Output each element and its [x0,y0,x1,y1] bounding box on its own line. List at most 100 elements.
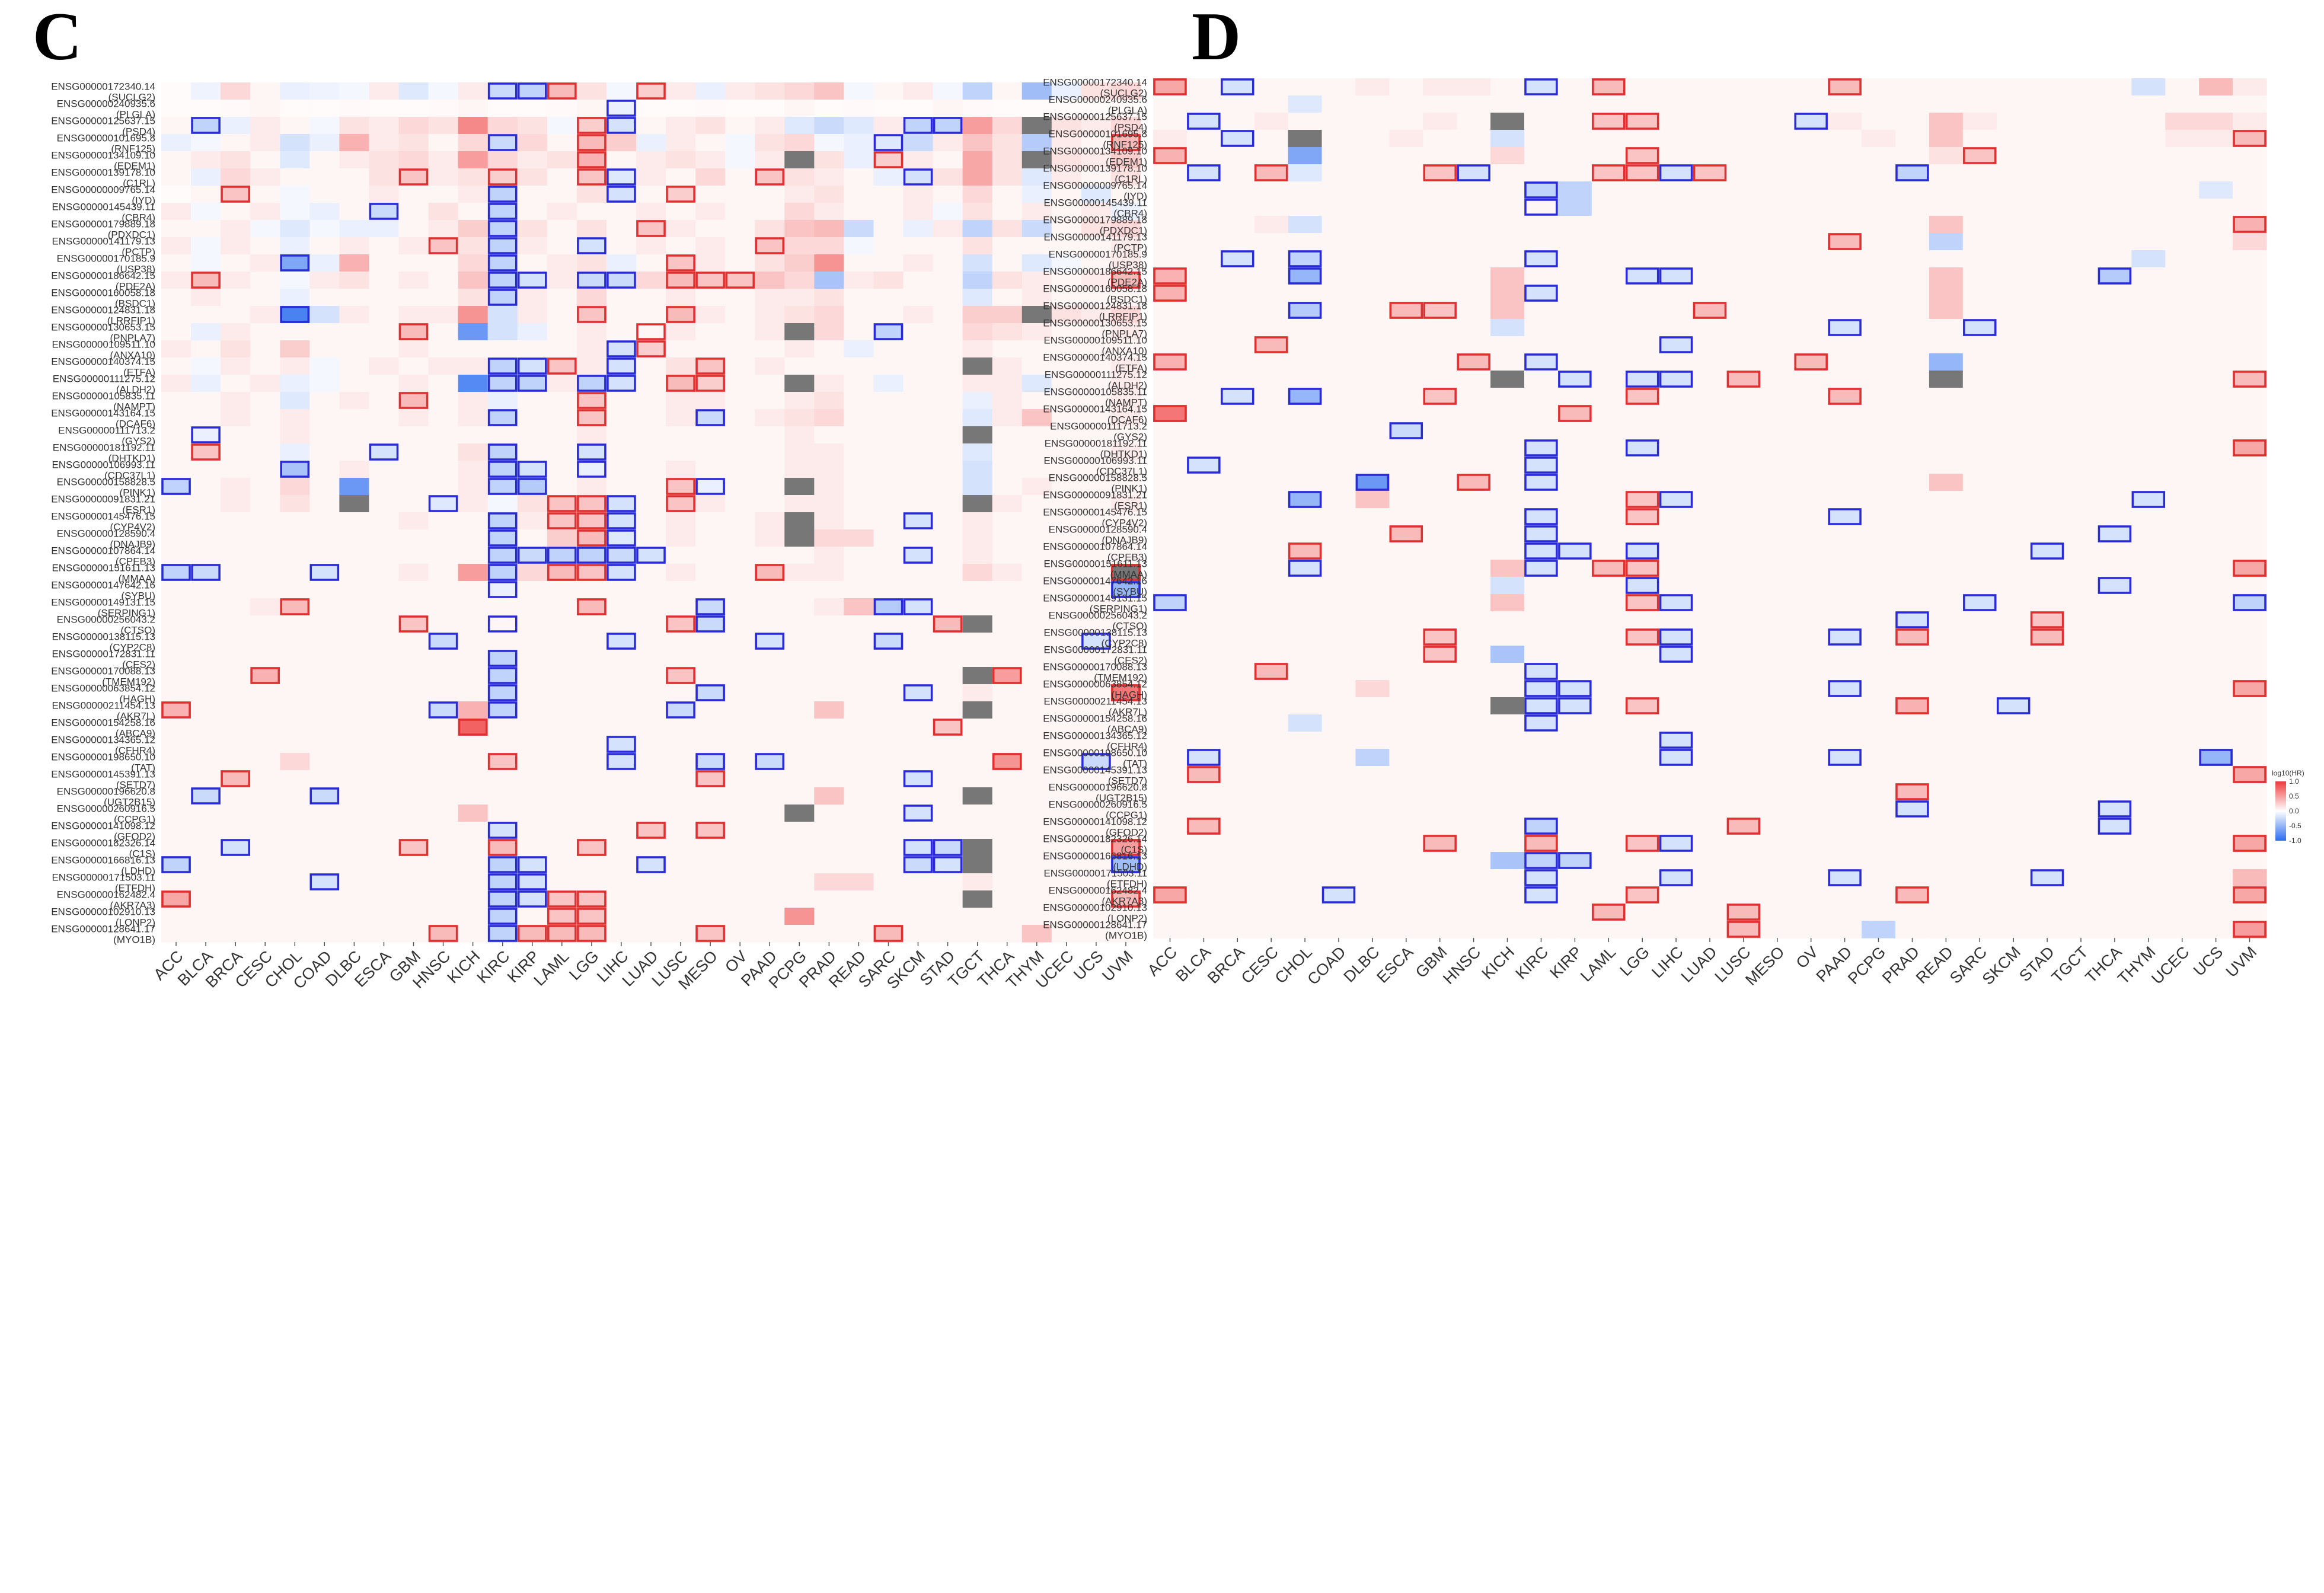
heatmap-cell [1557,439,1592,457]
heatmap-cell [161,805,191,822]
significance-box-negative [1558,542,1592,560]
heatmap-cell [369,426,400,444]
heatmap-cell [428,805,459,822]
heatmap-cell [2064,285,2099,302]
heatmap-cell [992,426,1023,444]
heatmap-cell [695,306,726,324]
heatmap-cell [1389,542,1423,560]
heatmap-cell [1693,147,1728,165]
heatmap-cell [903,598,934,616]
heatmap-cell [1153,904,1187,921]
heatmap-cell [191,357,221,375]
heatmap-cell [1051,168,1082,186]
heatmap-cell [695,375,726,392]
heatmap-cell [547,375,577,392]
row-label-gene: (CPEB3) [1107,552,1147,563]
heatmap-cell [547,151,577,169]
heatmap-cell [1760,508,1795,526]
heatmap-cell [1625,577,1660,595]
heatmap-cell [695,409,726,427]
heatmap-cell [339,770,370,788]
heatmap-cell [1021,512,1052,530]
heatmap-cell [339,598,370,616]
row-label-gene: (LDHD) [1113,861,1147,873]
heatmap-cell [1389,783,1423,801]
heatmap-cell [1996,371,2031,388]
heatmap-cell [1996,130,2031,148]
heatmap-cell [221,168,251,186]
heatmap-cell [992,306,1023,324]
row-label-gene: (CYP4V2) [1102,518,1147,529]
heatmap-cell [1051,117,1082,135]
heatmap-cell [962,787,993,805]
heatmap-cell [606,908,637,925]
heatmap-cell [1110,151,1141,169]
heatmap-cell [398,392,429,410]
heatmap-cell [725,839,755,857]
heatmap-cell [547,667,577,685]
heatmap-cell [1321,78,1356,96]
heatmap-cell [1862,783,1896,801]
heatmap-cell [398,581,429,599]
heatmap-cell [191,220,221,238]
heatmap-cell [2030,732,2065,749]
heatmap-cell [1962,233,1997,251]
heatmap-cell [1321,216,1356,234]
row-label-gene: (PLGLA) [1108,105,1147,116]
row-label-id: ENSG00000111275.12 [53,373,155,385]
heatmap-cell [309,168,340,186]
heatmap-cell [1828,250,1862,268]
heatmap-cell [458,719,489,736]
heatmap-cell [517,168,548,186]
heatmap-cell [606,873,637,891]
heatmap-cell [606,151,637,169]
heatmap-cell [1929,628,1964,646]
heatmap-cell [2064,714,2099,732]
heatmap-cell [1288,732,1323,749]
heatmap-cell [606,272,637,289]
heatmap-cell [369,357,400,375]
heatmap-cell [1423,353,1457,371]
heatmap-cell [1591,697,1626,715]
heatmap-cell [1153,680,1187,698]
heatmap-cell [1659,542,1694,560]
heatmap-cell [1996,319,2031,337]
row-label-id: ENSG00000125637.15 [1043,111,1147,123]
heatmap-cell [2098,508,2132,526]
heatmap-cell [784,839,815,857]
heatmap-cell [1457,904,1491,921]
heatmap-cell [1929,783,1964,801]
heatmap-cell [161,357,191,375]
heatmap-cell [784,478,815,496]
heatmap-cell [1321,628,1356,646]
heatmap-cell [547,684,577,702]
heatmap-cell [1423,267,1457,285]
heatmap-cell [814,770,844,788]
heatmap-cell [666,770,696,788]
heatmap-cell [309,805,340,822]
heatmap-cell [606,839,637,857]
heatmap-cell [2165,800,2200,818]
heatmap-cell [1081,323,1112,341]
row-label-id: ENSG00000125637.15 [51,116,155,127]
significance-box-negative [487,220,518,237]
heatmap-cell [1828,835,1862,853]
heatmap-cell [1355,164,1390,182]
significance-box-positive [1592,78,1626,95]
heatmap-cell [1794,95,1828,113]
heatmap-cell [1389,577,1423,595]
significance-box-negative [1659,869,1693,886]
heatmap-cell [1794,680,1828,698]
heatmap-cell [2030,697,2065,715]
heatmap-cell [221,340,251,358]
heatmap-cell [2064,542,2099,560]
heatmap-cell [1081,151,1112,169]
heatmap-cell [1051,289,1082,307]
heatmap-cell [1153,800,1187,818]
heatmap-cell [1862,628,1896,646]
heatmap-cell [962,100,993,117]
significance-box-negative [191,426,221,443]
row-label-gene: (DHTKD1) [1100,449,1147,460]
significance-box-negative [1524,525,1558,542]
heatmap-cell [1389,732,1423,749]
